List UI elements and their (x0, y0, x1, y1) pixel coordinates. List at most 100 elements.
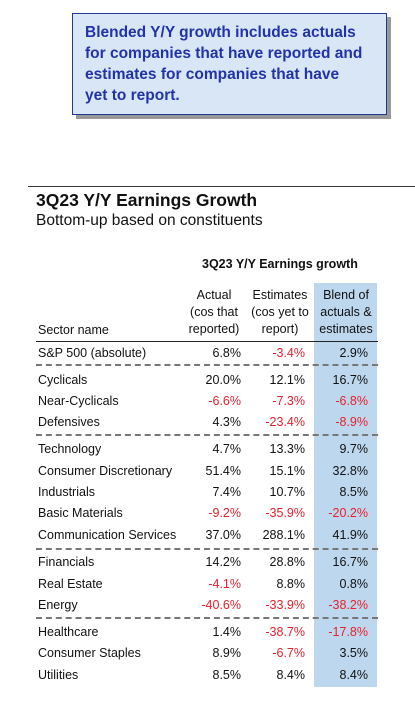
estimates-value: 10.7% (269, 485, 305, 499)
actual-value: 4.3% (212, 415, 242, 429)
column-header-line: estimates (319, 322, 373, 336)
estimates-value: -6.7% (272, 646, 305, 660)
table-row: Consumer Staples 8.9% -6.7% 3.5% (0, 642, 415, 664)
sector-name: Industrials (38, 485, 95, 499)
estimates-value: 28.8% (269, 555, 305, 569)
table-row: Industrials 7.4% 10.7% 8.5% (0, 481, 415, 503)
estimates-value: -3.4% (272, 346, 305, 360)
table-row: Defensives 4.3% -23.4% -8.9% (0, 411, 415, 433)
column-header-line: (cos yet to (251, 305, 309, 319)
estimates-value: 8.4% (276, 668, 306, 682)
sector-name: Consumer Discretionary (38, 464, 173, 478)
blend-value: 3.5% (339, 646, 369, 660)
actual-value: -9.2% (208, 506, 241, 520)
sector-name: Basic Materials (38, 506, 123, 520)
table-row: Utilities 8.5% 8.4% 8.4% (0, 664, 415, 686)
blend-value: 41.9% (332, 528, 368, 542)
column-header-line: Blend of (323, 288, 369, 302)
sector-name: Technology (38, 442, 102, 456)
sector-name: Cyclicals (38, 373, 88, 387)
estimates-value: -35.9% (265, 506, 305, 520)
blend-column-header: Blend of actuals & estimates (308, 287, 384, 338)
blend-value: -38.2% (328, 598, 368, 612)
sector-name: Communication Services (38, 528, 177, 542)
sector-name: Real Estate (38, 577, 103, 591)
chart-title: 3Q23 Y/Y Earnings Growth (36, 190, 258, 210)
actual-value: 14.2% (205, 555, 241, 569)
actual-value: -40.6% (201, 598, 241, 612)
sector-name: Consumer Staples (38, 646, 141, 660)
table-row: Basic Materials -9.2% -35.9% -20.2% (0, 502, 415, 524)
blend-value: -8.9% (335, 415, 368, 429)
estimates-column-header: Estimates (cos yet to report) (242, 287, 318, 338)
table-row: Near-Cyclicals -6.6% -7.3% -6.8% (0, 390, 415, 412)
table-row: Energy -40.6% -33.9% -38.2% (0, 594, 415, 616)
group-divider (36, 548, 378, 550)
actual-value: 7.4% (212, 485, 242, 499)
actual-value: 51.4% (205, 464, 241, 478)
sector-name: Utilities (38, 668, 79, 682)
blend-value: -6.8% (335, 394, 368, 408)
table-title: 3Q23 Y/Y Earnings growth (202, 257, 358, 271)
column-header-line: actuals & (320, 305, 372, 319)
sector-name: Financials (38, 555, 95, 569)
estimates-value: 13.3% (269, 442, 305, 456)
estimates-value: -33.9% (265, 598, 305, 612)
blend-value: 8.5% (339, 485, 369, 499)
table-row: Technology 4.7% 13.3% 9.7% (0, 438, 415, 460)
blend-value: 8.4% (339, 668, 369, 682)
header-rule (36, 341, 378, 342)
note-line: Blended Y/Y growth includes actuals (85, 24, 356, 41)
column-header-line: reported) (188, 322, 240, 336)
blended-growth-note: Blended Y/Y growth includes actuals for … (72, 13, 387, 115)
estimates-value: 15.1% (269, 464, 305, 478)
chart-subtitle: Bottom-up based on constituents (36, 212, 263, 229)
note-line: estimates for companies that have (85, 66, 340, 83)
table-row: Real Estate -4.1% 8.8% 0.8% (0, 573, 415, 595)
actual-value: 4.7% (212, 442, 242, 456)
estimates-value: -7.3% (272, 394, 305, 408)
actual-value: 8.5% (212, 668, 242, 682)
actual-column-header: Actual (cos that reported) (176, 287, 252, 338)
table-row: Healthcare 1.4% -38.7% -17.8% (0, 621, 415, 643)
sector-name: S&P 500 (absolute) (38, 346, 147, 360)
estimates-value: 288.1% (262, 528, 305, 542)
table-row: Consumer Discretionary 51.4% 15.1% 32.8% (0, 460, 415, 482)
estimates-value: -23.4% (265, 415, 305, 429)
group-divider (36, 364, 378, 366)
actual-value: -4.1% (208, 577, 241, 591)
sector-name-header: Sector name (38, 323, 109, 337)
table-row: S&P 500 (absolute) 6.8% -3.4% 2.9% (0, 342, 415, 364)
estimates-value: 8.8% (276, 577, 306, 591)
actual-value: 8.9% (212, 646, 242, 660)
blend-value: 16.7% (332, 373, 368, 387)
sector-name: Defensives (38, 415, 100, 429)
blend-value: -20.2% (328, 506, 368, 520)
group-divider (36, 617, 378, 619)
blend-value: 32.8% (332, 464, 368, 478)
table-row: Communication Services 37.0% 288.1% 41.9% (0, 524, 415, 546)
blend-column-highlight (314, 283, 377, 687)
group-divider (36, 434, 378, 436)
table-row: Financials 14.2% 28.8% 16.7% (0, 551, 415, 573)
actual-value: 1.4% (212, 625, 242, 639)
actual-value: 20.0% (205, 373, 241, 387)
column-header-line: Actual (196, 288, 232, 302)
sector-name: Energy (38, 598, 78, 612)
column-header-line: report) (261, 322, 299, 336)
sector-name: Near-Cyclicals (38, 394, 119, 408)
blend-value: -17.8% (328, 625, 368, 639)
column-header-line: Estimates (252, 288, 308, 302)
actual-value: 6.8% (212, 346, 242, 360)
actual-value: -6.6% (208, 394, 241, 408)
sector-name: Healthcare (38, 625, 99, 639)
blend-value: 16.7% (332, 555, 368, 569)
blend-value: 0.8% (339, 577, 369, 591)
table-row: Cyclicals 20.0% 12.1% 16.7% (0, 369, 415, 391)
blend-value: 9.7% (339, 442, 369, 456)
note-line: for companies that have reported and (85, 45, 363, 62)
estimates-value: 12.1% (269, 373, 305, 387)
blend-value: 2.9% (339, 346, 369, 360)
estimates-value: -38.7% (265, 625, 305, 639)
actual-value: 37.0% (205, 528, 241, 542)
